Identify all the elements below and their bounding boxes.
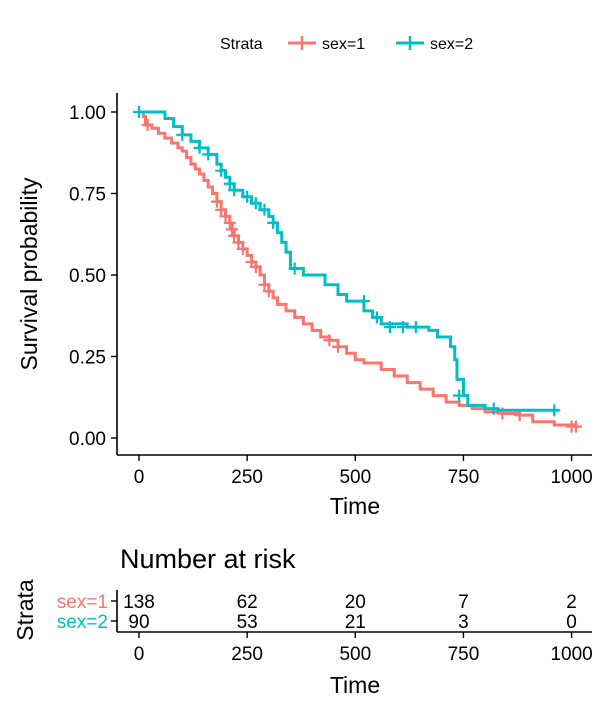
risk-count: 20 [345, 592, 366, 613]
x-tick-label: 250 [231, 644, 263, 665]
censor-mark [396, 321, 409, 334]
legend-title: Strata [220, 36, 263, 53]
censor-mark [141, 119, 154, 132]
censor-mark [258, 203, 271, 216]
censor-mark [288, 262, 301, 275]
censor-mark [331, 340, 344, 353]
censor-mark [409, 321, 422, 334]
risk-table-title: Number at risk [120, 544, 296, 574]
y-tick-label: 0.50 [69, 266, 106, 287]
y-tick-label: 0.75 [69, 185, 106, 206]
x-tick-label: 500 [339, 467, 371, 488]
survival-curves [133, 106, 582, 433]
survival-line-sex1 [139, 110, 578, 427]
y-tick-label: 1.00 [69, 103, 106, 124]
censor-mark [223, 177, 236, 190]
censor-mark [176, 128, 189, 141]
censor-mark [267, 216, 280, 229]
censor-mark [228, 184, 241, 197]
x-tick-label: 0 [134, 644, 145, 665]
x-tick-label: 250 [231, 467, 263, 488]
y-ticks: 0.00 0.25 0.50 0.75 1.00 [69, 103, 117, 450]
censor-mark [249, 197, 262, 210]
risk-count: 90 [128, 612, 149, 633]
censor-mark [215, 203, 228, 216]
censor-mark [219, 210, 232, 223]
risk-x-axis-title: Time [330, 672, 380, 698]
risk-count: 62 [237, 592, 258, 613]
censor-mark [262, 285, 275, 298]
censor-mark [228, 229, 241, 242]
censor-mark [357, 295, 370, 308]
risk-table: Number at risk sex=1 138 62 20 7 2 sex=2 90 53 21… [12, 544, 593, 698]
legend-label-sex2: sex=2 [430, 36, 473, 53]
survival-line-sex2 [139, 110, 559, 412]
censor-mark [569, 420, 582, 433]
censor-mark [323, 334, 336, 347]
risk-count: 2 [566, 592, 577, 613]
censor-mark [258, 278, 271, 291]
x-tick-label: 1000 [550, 467, 592, 488]
legend: Strata sex=1 sex=2 [220, 36, 473, 53]
risk-count: 138 [123, 592, 155, 613]
risk-y-axis-title: Strata [12, 579, 38, 641]
legend-label-sex1: sex=1 [322, 36, 365, 53]
censor-mark [133, 106, 145, 118]
y-axis-title: Survival probability [16, 177, 42, 371]
risk-table-content: sex=1 138 62 20 7 2 sex=2 90 53 21 3 0 0 250 500 750 100… [57, 592, 593, 665]
censor-mark [548, 404, 561, 417]
x-tick-label: 1000 [550, 644, 592, 665]
x-tick-label: 750 [448, 644, 480, 665]
censor-mark [453, 389, 466, 402]
censor-mark [223, 216, 236, 229]
censor-mark [193, 141, 206, 154]
x-axis-title: Time [330, 493, 380, 519]
x-ticks: 0 250 500 750 1000 [134, 455, 593, 488]
legend-entry-sex2: sex=2 [396, 36, 473, 53]
censor-mark [241, 190, 254, 203]
x-tick-label: 750 [448, 467, 480, 488]
censor-mark [370, 311, 383, 324]
censor-mark [210, 195, 223, 208]
risk-count: 21 [345, 612, 366, 633]
censor-mark [236, 242, 249, 255]
y-tick-label: 0.25 [69, 348, 106, 369]
main-plot: 0.00 0.25 0.50 0.75 1.00 0 250 500 750 1000 Surv… [16, 93, 593, 519]
x-tick-label: 0 [134, 467, 145, 488]
risk-strata-label: sex=2 [57, 612, 108, 633]
risk-strata-label: sex=1 [57, 592, 108, 613]
censor-mark [249, 260, 262, 273]
risk-count: 53 [237, 612, 258, 633]
censor-mark [215, 164, 228, 177]
risk-count: 7 [458, 592, 469, 613]
x-tick-label: 500 [339, 644, 371, 665]
risk-count: 3 [458, 612, 469, 633]
censor-mark [202, 148, 215, 161]
censor-mark [383, 321, 396, 334]
legend-entry-sex1: sex=1 [288, 36, 365, 53]
censor-mark [226, 223, 239, 236]
censor-mark [232, 236, 245, 249]
y-tick-label: 0.00 [69, 429, 106, 450]
risk-count: 0 [566, 612, 577, 633]
censor-mark [487, 402, 500, 415]
